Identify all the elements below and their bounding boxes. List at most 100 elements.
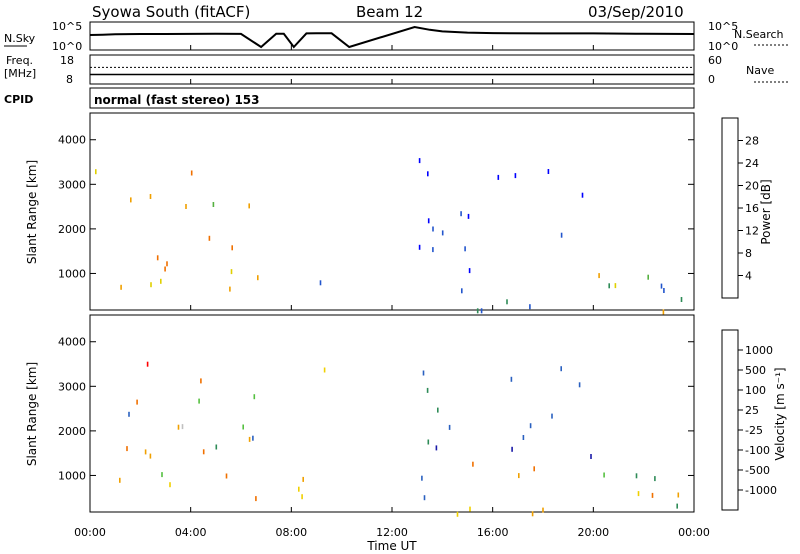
- range-cell: [547, 169, 550, 174]
- nsky-tick-hi: 10^5: [52, 20, 82, 33]
- freq-series: [90, 66, 694, 76]
- range-cell: [581, 192, 584, 198]
- nsearch-tick-hi: 10^5: [708, 20, 738, 33]
- range-cell: [476, 308, 479, 314]
- colorbar-tick-label: 25: [745, 404, 759, 417]
- range-cell: [181, 424, 184, 430]
- colorbar-frame: [721, 329, 739, 511]
- range-cell: [469, 506, 471, 512]
- range-cell: [160, 278, 162, 284]
- freq-panel: Freq. [MHz] 18 8 60 0 Nave: [4, 54, 790, 86]
- y-tick-label: 4000: [58, 336, 86, 349]
- colorbar-tick-label: 20: [745, 180, 759, 193]
- colorbar-tick-label: 1000: [745, 344, 773, 357]
- range-cell: [518, 473, 520, 479]
- range-cell: [200, 378, 202, 384]
- range-cell: [614, 283, 617, 289]
- range-cell: [126, 446, 128, 452]
- x-tick-label: 04:00: [175, 526, 207, 539]
- range-cell: [460, 211, 462, 217]
- range-cell: [472, 461, 474, 467]
- range-cell: [427, 171, 429, 177]
- range-cell: [418, 158, 421, 164]
- x-tick-label: 20:00: [577, 526, 609, 539]
- freq-tick-hi: 18: [60, 54, 74, 67]
- range-cell: [662, 309, 665, 315]
- range-cell: [510, 376, 513, 382]
- range-cell: [257, 275, 259, 281]
- velocity-ylabel: Slant Range [km]: [25, 362, 39, 466]
- range-cell: [676, 503, 678, 509]
- x-tick-label: 00:00: [678, 526, 710, 539]
- range-cell: [242, 424, 244, 430]
- range-cell: [301, 494, 303, 500]
- range-cell: [635, 473, 638, 479]
- colorbar-tick-label: -100: [745, 444, 770, 457]
- range-cell: [248, 436, 251, 442]
- power-panel: 1000 2000 3000 4000 Slant Range [km]: [25, 112, 695, 315]
- range-cell: [198, 398, 200, 404]
- velocity-frame: [89, 314, 695, 513]
- freq-label: Freq.: [6, 54, 33, 67]
- range-cell: [677, 492, 680, 498]
- range-cell: [149, 194, 152, 199]
- station-title: Syowa South (fitACF): [92, 3, 250, 21]
- range-cell: [323, 367, 326, 373]
- range-cell: [421, 475, 423, 481]
- range-cell: [208, 235, 211, 241]
- range-cell: [637, 491, 640, 497]
- nave-tick-lo: 0: [708, 73, 715, 86]
- colorbar-tick-label: -25: [745, 424, 763, 437]
- colorbar-tick-label: 24: [745, 157, 759, 170]
- range-cell: [511, 446, 513, 452]
- velocity-y-ticks: 1000 2000 3000 4000: [58, 336, 694, 482]
- range-cell: [418, 244, 421, 250]
- range-cell: [461, 288, 463, 294]
- range-cell: [660, 283, 663, 289]
- range-cell: [156, 255, 159, 261]
- range-cell: [231, 245, 233, 251]
- y-tick-label: 3000: [58, 178, 86, 191]
- range-cell: [435, 445, 438, 451]
- range-cell: [529, 423, 532, 429]
- range-cell: [255, 496, 257, 502]
- range-cell: [533, 466, 535, 472]
- range-cell: [302, 476, 304, 482]
- x-tick-label: 12:00: [376, 526, 408, 539]
- nsearch-label: N.Search: [734, 28, 784, 41]
- colorbar-tick-label: 4: [745, 270, 752, 283]
- colorbar-tick-label: 12: [745, 225, 759, 238]
- power-cells: [95, 158, 683, 315]
- range-cell: [190, 170, 193, 176]
- colorbar-frame: [721, 117, 739, 299]
- range-cell: [202, 449, 205, 455]
- range-cell: [427, 439, 430, 445]
- colorbar-tick-label: -500: [745, 464, 770, 477]
- colorbar-tick-label: 8: [745, 247, 752, 260]
- power-cbar-label: Power [dB]: [759, 179, 773, 244]
- range-cell: [680, 297, 683, 302]
- range-cell: [215, 444, 218, 450]
- range-cell: [560, 366, 562, 372]
- range-cell: [164, 266, 166, 272]
- range-cell: [432, 226, 434, 232]
- range-cell: [551, 413, 553, 419]
- y-tick-label: 4000: [58, 134, 86, 147]
- freq-tick-lo: 8: [66, 73, 73, 86]
- nsky-line: [89, 25, 695, 49]
- nsearch-tick-lo: 10^0: [708, 40, 738, 53]
- range-cell: [319, 280, 322, 286]
- range-cell: [647, 274, 649, 280]
- range-cell: [185, 204, 187, 209]
- colorbar-tick-label: 100: [745, 384, 766, 397]
- range-cell: [590, 454, 592, 459]
- range-cell: [95, 169, 97, 175]
- range-cell: [529, 304, 531, 310]
- nsky-label: N.Sky: [4, 32, 36, 45]
- range-cell: [598, 273, 600, 279]
- range-cell: [149, 453, 152, 459]
- range-cell: [177, 424, 180, 430]
- range-cell: [136, 399, 138, 405]
- range-cell: [119, 477, 121, 483]
- date-title: 03/Sep/2010: [588, 3, 684, 21]
